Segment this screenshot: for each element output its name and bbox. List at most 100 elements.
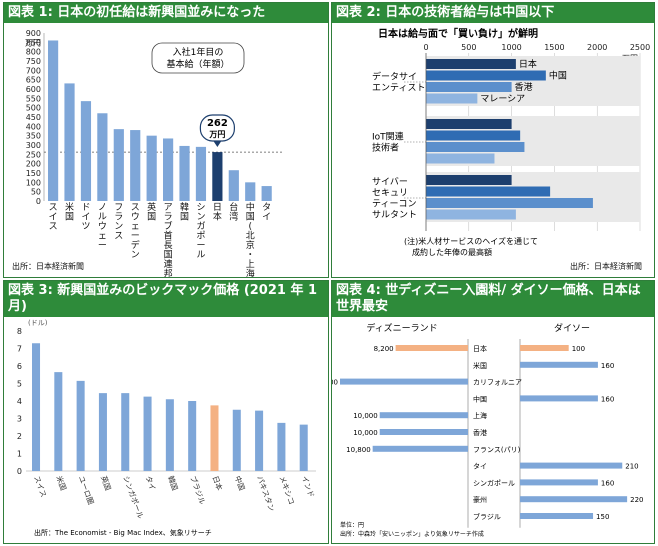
bar (426, 59, 516, 69)
country-label: 香港 (473, 428, 487, 437)
country-label: シンガポール (473, 478, 515, 487)
bar (163, 138, 174, 201)
daiso-bar (520, 496, 628, 503)
panel-title: 図表 1: 日本の初任給は新興国並みになった (4, 3, 328, 23)
disney-bar (340, 378, 468, 385)
y-tick-label: 500 (26, 104, 41, 113)
x-tick-label: 2000 (587, 43, 607, 52)
group-label: セキュリ (372, 188, 408, 199)
daiso-bar (520, 513, 594, 519)
y-tick-label: 250 (26, 150, 41, 159)
bar (64, 83, 75, 201)
y-tick-label: 700 (26, 66, 41, 75)
category-label: 中国(北京・上海) (246, 201, 255, 277)
bar (97, 113, 108, 201)
daiso-value-label: 150 (596, 513, 609, 521)
y-tick-label: 200 (26, 160, 41, 169)
daiso-value-label: 100 (572, 345, 585, 353)
disney-value-label: 10,000 (353, 412, 378, 420)
x-tick-label: 1500 (544, 43, 564, 52)
y-tick-label: 1 (17, 450, 22, 459)
chart-engineer-pay: 日本は給与面で「買い負け」が鮮明05001000150020002500万円日本… (372, 27, 650, 271)
bar (426, 119, 512, 129)
panel-title: 図表 4: 世ディズニー入園料/ ダイソー価格、日本は世界最安 (332, 281, 654, 317)
bar (195, 146, 207, 201)
country-label: 日本 (473, 344, 487, 353)
category-label: スウェーデン (131, 203, 140, 261)
daiso-bar (520, 462, 623, 469)
group-label: 技術者 (372, 142, 399, 154)
bar (426, 175, 512, 185)
y-tick-label: 8 (17, 327, 22, 336)
disney-bar (379, 429, 468, 435)
bar (426, 93, 478, 104)
bar (245, 182, 256, 201)
daiso-bar (520, 345, 569, 351)
bar (277, 422, 286, 471)
y-tick-label: 600 (26, 85, 41, 94)
country-label: 豪州 (473, 495, 487, 504)
y-tick-label: 150 (26, 169, 41, 178)
bar (54, 372, 63, 471)
category-label: 台湾 (229, 201, 238, 223)
chart-starting-salary: 0501001502002503003504004505005506006507… (12, 29, 282, 277)
y-tick-label: 450 (26, 113, 41, 122)
bar (179, 145, 190, 201)
disney-bar (395, 345, 468, 351)
category-label: タイ (262, 202, 271, 223)
bar (212, 152, 223, 201)
bar (426, 130, 521, 141)
category-label: 日本 (211, 474, 226, 492)
source-note: 出所：中森玲「安いニッポン」より気象リサーチ作成 (340, 530, 484, 538)
category-label: ユーロ圏 (77, 475, 96, 506)
bar (80, 101, 92, 201)
country-label: タイ (473, 462, 487, 471)
x-tick-label: 0 (423, 43, 428, 52)
source-note: 出所：日本経済新聞 (12, 261, 84, 271)
bar (255, 410, 264, 471)
bar (48, 40, 59, 201)
country-label: カリフォルニア (473, 379, 522, 387)
bar (113, 129, 124, 201)
y-tick-label: 4 (17, 397, 22, 406)
bar (121, 393, 130, 471)
y-tick-label: 5 (17, 380, 22, 389)
category-label: メキシコ (278, 475, 297, 506)
bar (146, 135, 157, 201)
category-label: 米国 (65, 201, 74, 223)
bar (426, 142, 525, 152)
category-label: 英国 (99, 474, 114, 492)
category-label: 韓国 (166, 474, 181, 492)
disney-value-label: 8,200 (374, 345, 394, 353)
x-tick-label: 2500 (630, 43, 650, 52)
bar (299, 424, 308, 471)
y-unit-label: (ドル) (28, 319, 48, 327)
daiso-bar (520, 395, 598, 402)
callout-pointer (213, 141, 222, 147)
y-tick-label: 0 (17, 467, 22, 476)
callout-unit: 万円 (208, 130, 225, 139)
category-label: 中国 (233, 474, 248, 492)
panel-engineer-pay: 図表 2: 日本の技術者給与は中国以下 日本は給与面で「買い負け」が鮮明 0 500… (331, 2, 655, 278)
country-label: 上海 (473, 411, 487, 420)
group-label: IoT関連 (372, 131, 404, 143)
disney-value-label: 10,800 (346, 446, 371, 454)
category-label: ブラジル (188, 474, 208, 506)
country-label: 米国 (473, 361, 487, 370)
group-label: サルタント (372, 210, 417, 221)
country-label: ブラジル (473, 512, 501, 521)
callout-value: 262 (207, 118, 228, 129)
category-label: 米国 (54, 474, 69, 492)
category-label: インド (300, 475, 316, 499)
y-tick-label: 800 (26, 48, 41, 57)
category-label: アラブ首長国連邦 (164, 203, 173, 277)
y-tick-label: 100 (26, 178, 41, 187)
bar (130, 130, 141, 201)
disney-bar (379, 412, 468, 419)
category-label: シンガポール (196, 203, 205, 261)
daiso-value-label: 160 (601, 362, 614, 370)
group-label: データサイ (372, 71, 417, 83)
daiso-value-label: 160 (601, 395, 614, 403)
y-tick-label: 50 (31, 188, 41, 197)
